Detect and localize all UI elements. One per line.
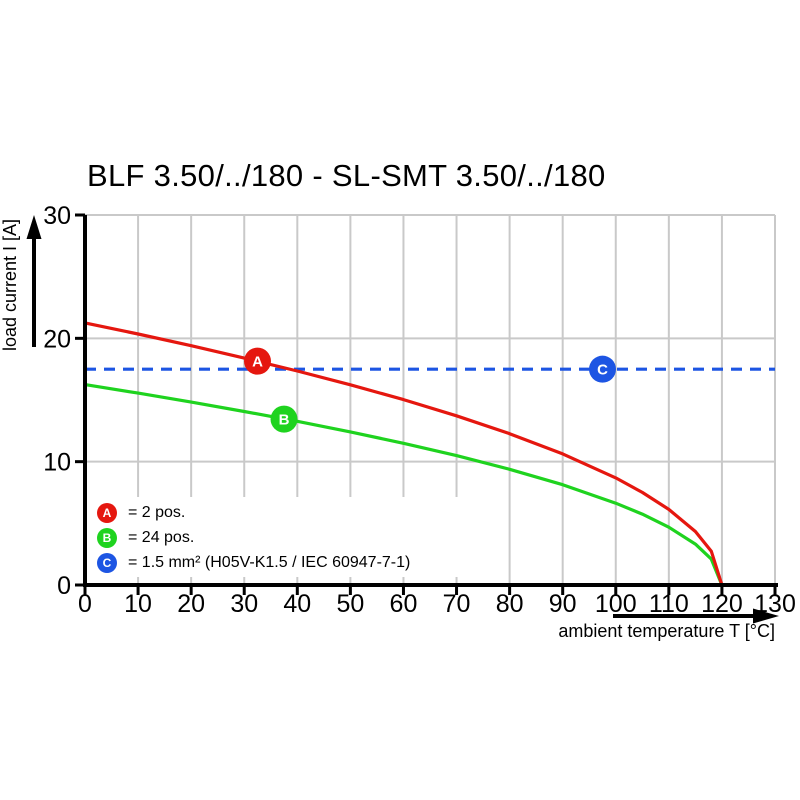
legend-item-a: A = 2 pos. — [97, 503, 469, 523]
x-tick-label: 20 — [177, 590, 205, 618]
legend-marker-a-icon: A — [97, 503, 117, 523]
gridlines — [85, 214, 776, 585]
x-tick-label: 50 — [336, 590, 364, 618]
marker-circle — [270, 405, 298, 433]
legend-marker-c-icon: C — [97, 553, 117, 573]
marker-a: A — [244, 347, 271, 375]
y-axis-label: load current I [A] — [0, 219, 20, 351]
y-tick-label: 20 — [43, 325, 71, 353]
x-tick-label: 110 — [649, 590, 689, 618]
legend-label-a: = 2 pos. — [128, 504, 186, 521]
y-tick-label: 0 — [57, 572, 71, 600]
curve-a — [84, 321, 724, 586]
y-axis-annotation: load current I [A] — [0, 215, 42, 351]
marker-letter: C — [597, 362, 608, 379]
x-tick-label: 60 — [390, 590, 418, 618]
x-tick-label: 70 — [443, 590, 471, 618]
legend-label-c: = 1.5 mm² (H05V-K1.5 / IEC 60947-7-1) — [128, 554, 411, 571]
x-tick-label: 40 — [283, 590, 311, 618]
legend-marker-b-icon: B — [97, 528, 117, 548]
x-axis-label: ambient temperature T [°C] — [558, 621, 775, 641]
marker-b: B — [270, 405, 298, 433]
curve-b — [84, 383, 724, 586]
marker-c: C — [589, 355, 616, 383]
marker-letter: B — [279, 412, 290, 429]
curves — [84, 321, 775, 586]
x-tick-label: 80 — [496, 590, 524, 618]
legend-item-c: C = 1.5 mm² (H05V-K1.5 / IEC 60947-7-1) — [97, 553, 469, 573]
x-tick-label: 120 — [701, 590, 743, 618]
y-tick-label: 10 — [43, 449, 71, 477]
x-tick-label: 0 — [78, 590, 92, 618]
marker-letter: A — [252, 354, 263, 371]
y-tick-label: 30 — [43, 202, 71, 230]
marker-circle — [244, 347, 271, 375]
y-axis-arrowhead-icon — [26, 215, 42, 239]
x-tick-label: 100 — [595, 590, 637, 618]
legend-item-b: B = 24 pos. — [97, 528, 469, 548]
x-tick-label: 90 — [549, 590, 577, 618]
x-tick-label: 30 — [230, 590, 258, 618]
chart-title: BLF 3.50/../180 - SL-SMT 3.50/../180 — [87, 158, 606, 193]
x-tick-label: 10 — [124, 590, 152, 618]
legend-label-b: = 24 pos. — [128, 529, 195, 546]
x-axis-annotation: ambient temperature T [°C] — [558, 608, 779, 641]
marker-circle — [589, 355, 616, 383]
legend: A = 2 pos. B = 24 pos. C = 1.5 mm² (H05V… — [90, 497, 469, 577]
curve-markers: A B C — [244, 347, 616, 433]
x-axis-arrowhead-icon — [753, 608, 779, 624]
axes — [75, 213, 778, 595]
